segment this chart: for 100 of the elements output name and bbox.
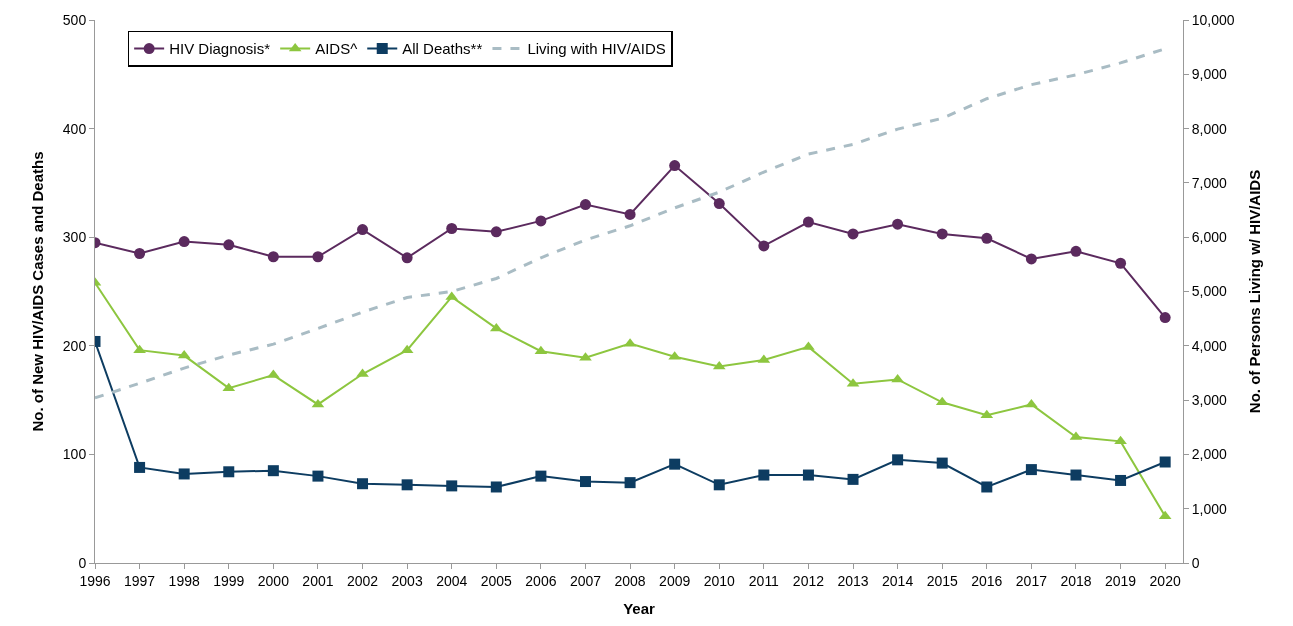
point xyxy=(758,469,770,481)
point xyxy=(579,476,591,488)
y-tick-label: 400 xyxy=(62,120,87,137)
y2-tick-label: 10,000 xyxy=(1191,11,1235,28)
y2-tick-label: 0 xyxy=(1191,554,1200,571)
x-axis-title: Year xyxy=(623,599,656,617)
point xyxy=(312,470,324,482)
point xyxy=(713,479,725,491)
y2-tick-label: 4,000 xyxy=(1191,337,1228,354)
x-tick-label: 2005 xyxy=(480,572,513,589)
x-tick-label: 1998 xyxy=(168,572,200,589)
point xyxy=(446,480,458,492)
x-tick-label: 2013 xyxy=(837,572,869,589)
point xyxy=(758,240,770,252)
x-tick-label: 2007 xyxy=(569,572,602,589)
x-tick-label: 2020 xyxy=(1149,572,1181,589)
point xyxy=(892,454,904,466)
point xyxy=(802,469,814,481)
point xyxy=(891,373,904,383)
x-tick-label: 2002 xyxy=(346,572,379,589)
y-tick-label: 100 xyxy=(62,446,87,463)
x-tick-label: 1996 xyxy=(79,572,111,589)
point xyxy=(712,360,726,370)
y2-tick-label: 3,000 xyxy=(1191,392,1228,408)
y-tick-label: 300 xyxy=(62,229,87,246)
x-tick-label: 2012 xyxy=(792,572,825,589)
y-tick-label: 500 xyxy=(62,11,87,28)
point xyxy=(535,470,547,482)
x-tick-label: 2008 xyxy=(614,572,646,589)
point xyxy=(669,160,681,172)
point xyxy=(1070,469,1082,481)
x-tick-label: 2006 xyxy=(525,572,557,589)
point xyxy=(312,251,324,263)
point xyxy=(1025,398,1038,408)
point xyxy=(624,477,636,489)
point xyxy=(935,396,949,406)
point xyxy=(624,208,636,220)
y-axis-title: No. of New HIV/AIDS Cases and Deaths xyxy=(29,151,47,432)
point xyxy=(981,232,993,244)
point xyxy=(1159,456,1171,468)
point xyxy=(535,215,547,227)
point xyxy=(1115,474,1127,486)
x-tick-label: 2015 xyxy=(926,572,958,589)
legend-label: AIDS^ xyxy=(315,40,358,58)
x-tick-label: 2011 xyxy=(748,572,780,589)
y-tick-label: 0 xyxy=(78,554,87,571)
y2-tick-label: 6,000 xyxy=(1191,229,1228,246)
point xyxy=(134,247,146,259)
point xyxy=(223,466,235,478)
legend-label: All Deaths** xyxy=(402,40,483,58)
point xyxy=(357,478,369,490)
legend-label: Living with HIV/AIDS xyxy=(527,40,666,58)
point xyxy=(802,216,814,228)
x-tick-label: 2010 xyxy=(703,572,736,589)
x-tick-label: 2001 xyxy=(302,572,334,589)
point xyxy=(579,199,591,211)
point xyxy=(223,239,235,251)
legend-label: HIV Diagnosis* xyxy=(169,40,271,58)
x-tick-label: 2014 xyxy=(882,572,914,589)
x-tick-label: 2018 xyxy=(1060,572,1092,589)
x-tick-label: 2003 xyxy=(391,572,423,589)
x-tick-label: 1997 xyxy=(124,572,156,589)
point xyxy=(401,252,413,264)
point xyxy=(401,479,413,491)
point xyxy=(490,481,502,493)
x-tick-label: 2000 xyxy=(257,572,290,589)
point xyxy=(1114,435,1127,445)
point xyxy=(892,218,904,230)
point xyxy=(311,398,325,408)
point xyxy=(134,461,146,473)
point xyxy=(669,458,681,470)
point xyxy=(936,228,948,240)
point xyxy=(489,322,503,332)
point xyxy=(178,468,190,480)
point xyxy=(980,409,994,419)
point xyxy=(1025,253,1037,265)
y2-tick-label: 7,000 xyxy=(1191,174,1228,191)
point xyxy=(1025,464,1037,476)
x-tick-label: 2019 xyxy=(1104,572,1137,589)
y2-axis-title: No. of Persons Living w/ HIV/AIDS xyxy=(1245,169,1263,414)
point xyxy=(267,251,279,263)
y2-tick-label: 9,000 xyxy=(1191,66,1228,83)
point xyxy=(936,457,948,469)
y-tick-label: 200 xyxy=(62,337,87,354)
point xyxy=(847,228,859,240)
y2-tick-label: 2,000 xyxy=(1191,446,1228,463)
y2-tick-label: 5,000 xyxy=(1191,283,1228,300)
point xyxy=(1070,245,1082,257)
point xyxy=(357,224,369,236)
point xyxy=(446,223,458,235)
x-tick-label: 2004 xyxy=(436,572,468,589)
x-tick-label: 2017 xyxy=(1015,572,1048,589)
y2-tick-label: 8,000 xyxy=(1191,120,1228,137)
point xyxy=(1115,257,1127,269)
point xyxy=(1159,312,1171,324)
x-tick-label: 2016 xyxy=(971,572,1003,589)
x-tick-label: 1999 xyxy=(213,572,245,589)
y2-tick-label: 1,000 xyxy=(1191,500,1228,517)
point xyxy=(490,226,502,238)
point xyxy=(847,473,859,485)
